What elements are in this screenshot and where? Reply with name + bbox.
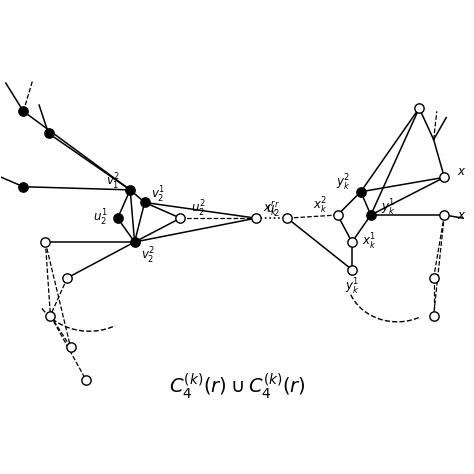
- Text: $y_k^1$: $y_k^1$: [381, 197, 396, 218]
- Text: $y_k^2$: $y_k^2$: [336, 173, 350, 193]
- Text: $x$: $x$: [457, 164, 466, 178]
- Point: [367, 211, 374, 219]
- Text: $C_4^{(k)}(r) \cup C_4^{(k)}(r)$: $C_4^{(k)}(r) \cup C_4^{(k)}(r)$: [169, 372, 305, 401]
- Text: $u_2^r$: $u_2^r$: [266, 201, 281, 219]
- Point: [334, 211, 341, 219]
- Text: $v_2^1$: $v_2^1$: [152, 185, 165, 205]
- Text: $x_k^2$: $x_k^2$: [313, 196, 327, 216]
- Point: [19, 183, 27, 191]
- Text: $v_2^2$: $v_2^2$: [141, 246, 155, 266]
- Point: [348, 266, 356, 273]
- Point: [177, 214, 184, 222]
- Text: $x_k^r$: $x_k^r$: [263, 201, 277, 219]
- Text: $u_2^2$: $u_2^2$: [191, 199, 205, 219]
- Point: [283, 214, 291, 222]
- Point: [430, 312, 438, 319]
- Text: $x_k^1$: $x_k^1$: [363, 232, 377, 252]
- Text: $y_k^1$: $y_k^1$: [345, 277, 359, 297]
- Point: [82, 376, 90, 384]
- Point: [141, 199, 148, 206]
- Point: [45, 129, 52, 137]
- Point: [46, 312, 54, 319]
- Point: [430, 274, 438, 282]
- Text: $u_2^1$: $u_2^1$: [93, 208, 107, 228]
- Point: [348, 238, 356, 246]
- Point: [19, 108, 27, 115]
- Point: [64, 274, 71, 282]
- Text: $v_1^2$: $v_1^2$: [106, 172, 120, 192]
- Point: [440, 211, 448, 219]
- Point: [67, 343, 74, 351]
- Point: [114, 214, 121, 222]
- Point: [42, 238, 49, 246]
- Point: [252, 214, 260, 222]
- Point: [415, 104, 423, 112]
- Text: $x$: $x$: [457, 209, 466, 221]
- Point: [127, 186, 134, 194]
- Point: [357, 188, 365, 196]
- Point: [440, 173, 448, 181]
- Point: [131, 238, 138, 246]
